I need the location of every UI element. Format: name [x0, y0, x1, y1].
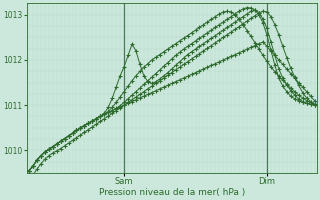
X-axis label: Pression niveau de la mer( hPa ): Pression niveau de la mer( hPa ) [99, 188, 245, 197]
